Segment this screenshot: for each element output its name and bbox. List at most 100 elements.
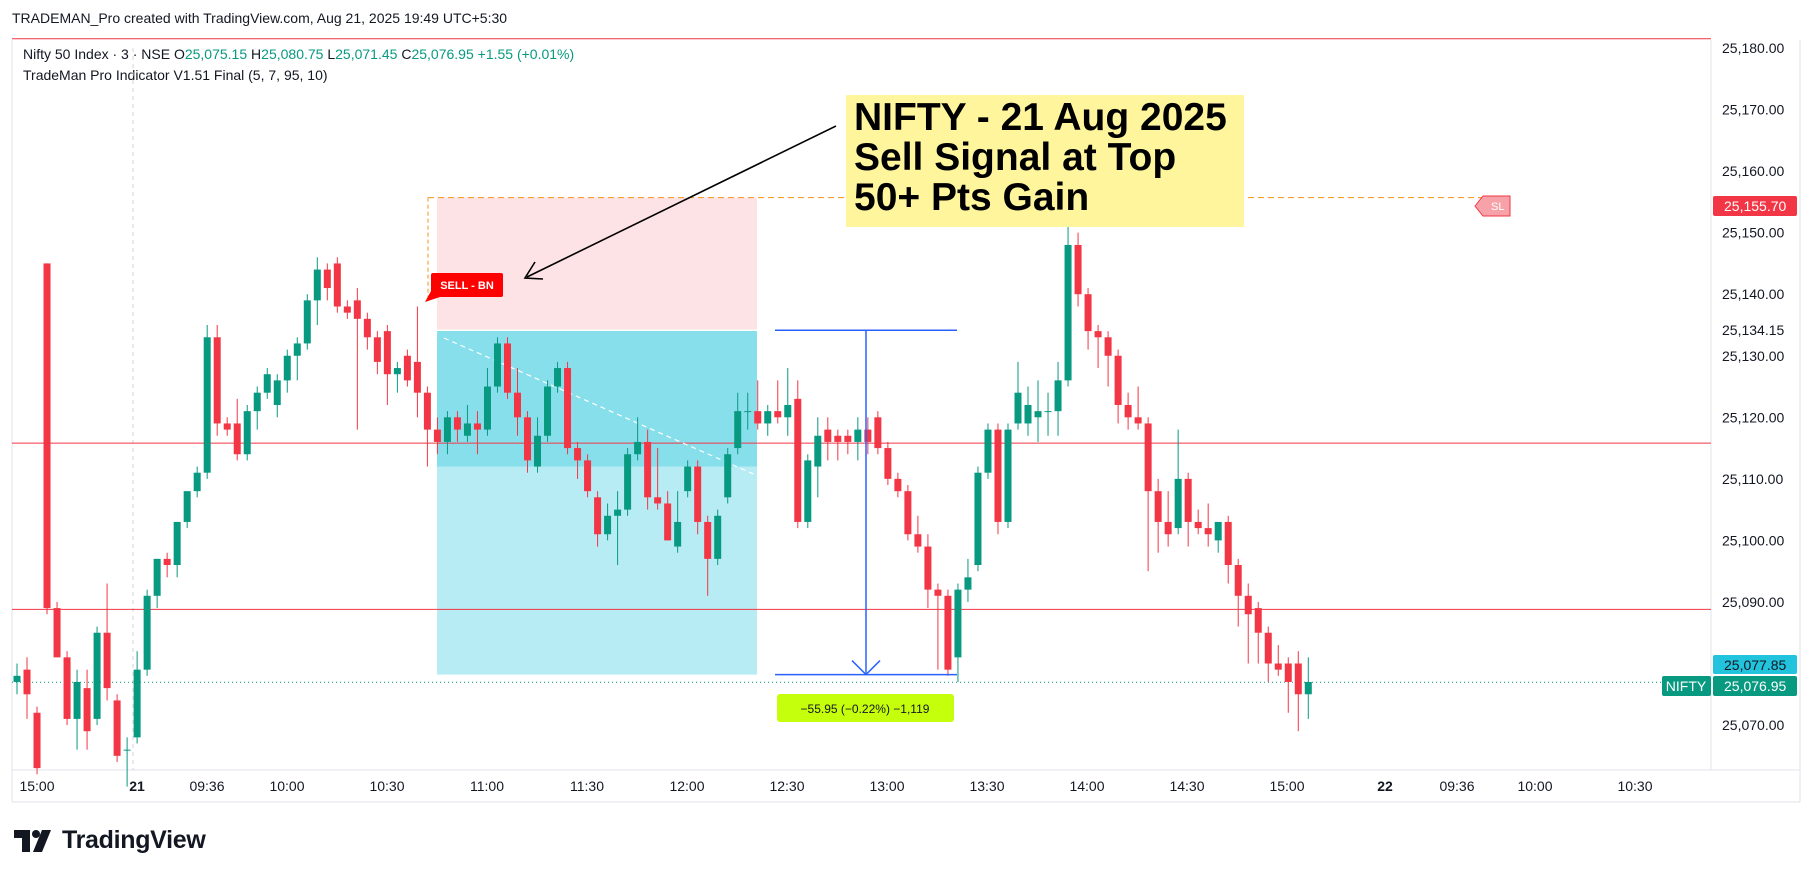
price-range-measure[interactable] — [775, 329, 957, 676]
candle[interactable] — [764, 404, 772, 436]
candle[interactable] — [333, 257, 341, 313]
time-axis[interactable]: 15:00 21 09:36 10:00 10:30 11:00 11:30 12:00 12:… — [19, 778, 1652, 794]
candle[interactable] — [353, 288, 361, 430]
candle[interactable] — [1004, 423, 1012, 529]
candle[interactable] — [724, 448, 732, 504]
candle[interactable] — [393, 361, 401, 393]
candle[interactable] — [203, 324, 211, 479]
tradingview-logo[interactable]: TradingView — [14, 826, 206, 855]
candle[interactable] — [704, 515, 712, 596]
candle[interactable] — [23, 657, 31, 719]
candle[interactable] — [363, 312, 371, 350]
price-axis[interactable]: 25,180.00 25,170.00 25,160.00 25,150.00 25,1… — [1722, 40, 1784, 733]
sell-signal-label[interactable]: SELL - BN — [425, 273, 503, 302]
candle[interactable] — [1284, 657, 1292, 713]
candle[interactable] — [1204, 503, 1212, 547]
candle[interactable] — [524, 411, 532, 473]
candle[interactable] — [864, 417, 872, 455]
candle[interactable] — [1064, 214, 1072, 387]
candle[interactable] — [233, 398, 241, 461]
candle[interactable] — [664, 491, 672, 541]
candle[interactable] — [634, 417, 642, 461]
candle[interactable] — [774, 380, 782, 424]
candle[interactable] — [834, 429, 842, 461]
candle[interactable] — [734, 392, 742, 455]
candle[interactable] — [1174, 429, 1182, 535]
candle[interactable] — [73, 669, 81, 750]
candle[interactable] — [293, 337, 301, 381]
candle[interactable] — [213, 324, 221, 436]
candle[interactable] — [804, 454, 812, 529]
candle[interactable] — [423, 386, 431, 467]
candle[interactable] — [183, 491, 191, 529]
candle[interactable] — [754, 380, 762, 430]
candle[interactable] — [974, 466, 982, 572]
candle[interactable] — [564, 361, 572, 455]
candle[interactable] — [1274, 645, 1282, 676]
candle[interactable] — [1244, 583, 1252, 664]
candle[interactable] — [373, 331, 381, 375]
candle[interactable] — [694, 460, 702, 535]
annotation-arrow[interactable] — [523, 125, 837, 280]
candle[interactable] — [614, 491, 622, 566]
candle[interactable] — [1014, 361, 1022, 430]
candle[interactable] — [934, 583, 942, 670]
candle[interactable] — [1144, 417, 1152, 572]
candle[interactable] — [193, 466, 201, 498]
candle[interactable] — [1154, 478, 1162, 553]
candle[interactable] — [503, 337, 511, 399]
candle[interactable] — [684, 460, 692, 498]
candle[interactable] — [824, 417, 832, 461]
candle[interactable] — [1074, 232, 1082, 307]
candle[interactable] — [53, 601, 61, 658]
candle[interactable] — [483, 368, 491, 436]
candle[interactable] — [984, 423, 992, 479]
candle[interactable] — [473, 411, 481, 455]
candle[interactable] — [584, 454, 592, 498]
candle[interactable] — [944, 589, 952, 676]
candle[interactable] — [644, 429, 652, 510]
candle[interactable] — [303, 294, 311, 350]
candle[interactable] — [1094, 324, 1102, 369]
candle[interactable] — [13, 663, 21, 695]
candle[interactable] — [113, 694, 121, 762]
candle[interactable] — [433, 417, 441, 455]
candle[interactable] — [1184, 472, 1192, 547]
candle[interactable] — [554, 361, 562, 393]
candle[interactable] — [493, 337, 501, 393]
candle[interactable] — [854, 417, 862, 461]
candle[interactable] — [1124, 392, 1132, 430]
candle[interactable] — [884, 441, 892, 486]
candle[interactable] — [413, 306, 421, 418]
candle[interactable] — [443, 411, 451, 455]
candle[interactable] — [814, 417, 822, 498]
candle[interactable] — [173, 521, 181, 578]
candle[interactable] — [1304, 657, 1312, 719]
candle[interactable] — [63, 651, 71, 726]
candle[interactable] — [1114, 349, 1122, 424]
candle[interactable] — [1224, 515, 1232, 584]
candle[interactable] — [463, 404, 471, 442]
sl-flag[interactable]: SL — [1474, 195, 1511, 217]
candle[interactable] — [924, 534, 932, 609]
candle[interactable] — [273, 374, 281, 418]
candle[interactable] — [383, 324, 391, 405]
candle[interactable] — [253, 386, 261, 430]
candle[interactable] — [143, 589, 151, 676]
candle[interactable] — [323, 263, 331, 301]
candle[interactable] — [243, 404, 251, 461]
candle[interactable] — [263, 368, 271, 399]
candle[interactable] — [313, 257, 321, 325]
candle[interactable] — [1104, 331, 1112, 387]
candle[interactable] — [574, 441, 582, 479]
candle[interactable] — [654, 448, 662, 510]
candle[interactable] — [794, 380, 802, 529]
candle[interactable] — [874, 411, 882, 455]
candle[interactable] — [403, 349, 411, 387]
candle[interactable] — [1164, 491, 1172, 547]
candle[interactable] — [103, 583, 111, 701]
candle[interactable] — [624, 448, 632, 516]
candle[interactable] — [744, 392, 752, 430]
candle[interactable] — [133, 651, 141, 744]
